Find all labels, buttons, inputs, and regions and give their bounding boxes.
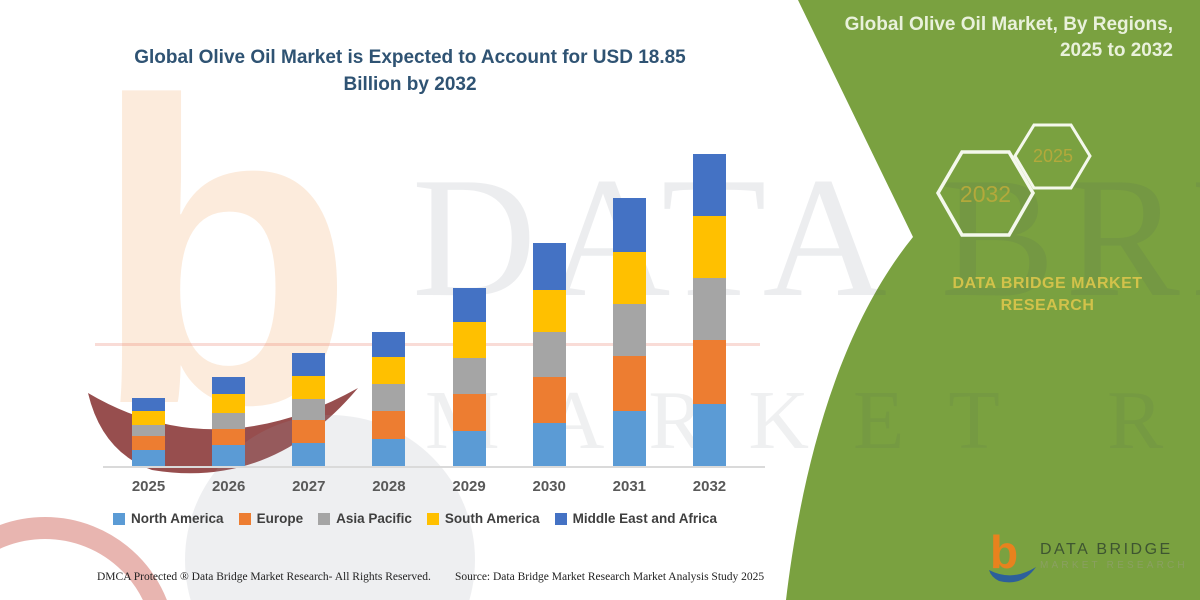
decorative-line [95,343,760,346]
legend-item-north-america: North America [113,511,224,526]
databridge-logo-icon: b [989,526,1036,583]
logo-name: DATA BRIDGE [1040,540,1173,558]
bar-segment-2025-middle-east-and-africa [132,397,165,411]
bar-segment-2032-asia-pacific [692,277,726,340]
legend-swatch-icon [113,512,126,525]
bar-segment-2031-south-america [612,252,646,305]
bar-segment-2026-asia-pacific [212,412,246,429]
bar-segment-2031-asia-pacific [612,304,646,357]
bar-segment-2030-south-america [532,289,566,332]
legend-label: South America [444,511,540,526]
bar-segment-2026-south-america [212,393,246,413]
legend-swatch-icon [554,512,567,525]
bar-segment-2032-europe [692,339,726,404]
hexagon-year-2032: 2032 [959,181,1012,207]
panel-heading: Global Olive Oil Market, By Regions, 202… [813,12,1173,64]
bar-segment-2032-middle-east-and-africa [692,154,726,216]
bar-segment-2029-south-america [452,322,486,359]
x-axis-label-2027: 2027 [292,478,326,495]
bar-segment-2026-europe [212,428,246,445]
bar-segment-2028-asia-pacific [372,384,406,412]
x-axis-label-2026: 2026 [211,478,246,495]
logo-b-icon: b [990,526,1018,578]
legend-label: Europe [256,511,304,526]
bar-segment-2030-middle-east-and-africa [532,242,566,290]
bar-segment-2030-europe [532,376,566,423]
bar-segment-2030-asia-pacific [532,331,566,377]
legend-swatch-icon [238,512,251,525]
x-axis-label-2028: 2028 [372,478,406,495]
panel-brand-text: DATA BRIDGE MARKET RESEARCH [935,273,1160,317]
bar-segment-2025-south-america [132,410,165,425]
bar-segment-2027-europe [292,419,326,443]
bar-segment-2027-middle-east-and-africa [292,352,326,376]
x-axis-label-2029: 2029 [452,478,486,495]
bar-segment-2028-south-america [372,357,406,385]
bar-segment-2027-south-america [292,375,326,399]
bar-segment-2025-north-america [132,449,165,466]
bar-segment-2027-north-america [292,442,326,466]
panel-heading-line2: 2025 to 2032 [1059,40,1173,61]
legend-label: North America [131,511,224,526]
bar-segment-2032-north-america [692,403,726,466]
hexagon-2025-icon [1013,123,1092,190]
legend-label: Middle East and Africa [572,511,717,526]
legend-item-middle-east-and-africa: Middle East and Africa [554,511,717,526]
legend-item-asia-pacific: Asia Pacific [318,511,412,526]
bar-segment-2029-europe [452,394,486,432]
bar-segment-2029-middle-east-and-africa [452,288,486,323]
bar-segment-2026-north-america [212,444,246,466]
chart-title-line1: Global Olive Oil Market is Expected to A… [134,47,686,68]
hexagon-2032-icon [935,150,1036,237]
x-axis-line [103,466,765,468]
bar-segment-2032-south-america [692,215,726,278]
bar-segment-2028-europe [372,411,406,440]
bar-segment-2031-middle-east-and-africa [612,198,646,253]
legend-label: Asia Pacific [336,511,412,526]
legend-item-europe: Europe [238,511,304,526]
footer-copyright: DMCA Protected ® Data Bridge Market Rese… [97,571,431,583]
bar-segment-2029-asia-pacific [452,358,486,394]
footer-source: Source: Data Bridge Market Research Mark… [455,571,765,583]
bar-segment-2029-north-america [452,431,486,466]
chart-title: Global Olive Oil Market is Expected to A… [90,44,730,98]
bar-segment-2031-north-america [612,411,646,466]
legend-item-south-america: South America [426,511,540,526]
chart-title-line2: Billion by 2032 [343,74,477,95]
bar-segment-2031-europe [612,356,646,412]
bar-segment-2026-middle-east-and-africa [212,376,246,394]
bar-segment-2030-north-america [532,422,566,466]
hexagon-year-2025: 2025 [1032,146,1074,166]
bar-segment-2028-north-america [372,439,406,466]
panel-heading-line1: Global Olive Oil Market, By Regions, [844,14,1173,35]
x-axis-label-2030: 2030 [532,478,566,495]
x-axis-label-2025: 2025 [131,478,166,495]
hexagon-badges [935,123,1092,237]
bar-segment-2028-middle-east-and-africa [372,332,406,358]
legend-swatch-icon [426,512,439,525]
logo-subtitle: MARKET RESEARCH [1040,559,1188,571]
x-axis-label-2031: 2031 [612,478,647,495]
chart-legend: North America Europe Asia Pacific South Ame… [55,511,775,526]
legend-swatch-icon [318,512,331,525]
databridge-logo: b DATA BRIDGE MARKET RESEARCH [986,524,1196,588]
bar-segment-2027-asia-pacific [292,398,326,420]
watermark-arc-icon [0,517,167,600]
bar-segment-2025-europe [132,435,165,450]
stacked-bar-chart: 2025 2026 2027 2028 2029 2030 2031 2032 [131,154,727,495]
logo-swoosh-icon [989,567,1036,583]
bar-segment-2025-asia-pacific [132,424,165,436]
panel-brand-line2: RESEARCH [1000,297,1095,314]
panel-brand-line1: DATA BRIDGE MARKET [952,275,1143,292]
x-axis-label-2032: 2032 [692,478,727,495]
